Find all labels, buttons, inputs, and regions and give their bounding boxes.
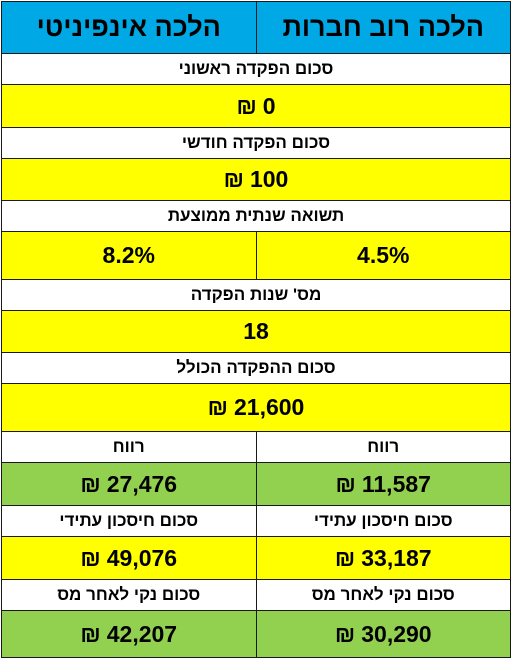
avg-return-infinity: 8.2%: [1, 231, 257, 280]
shekel-symbol: ₪: [223, 166, 244, 192]
shekel-symbol: ₪: [236, 92, 257, 119]
total-deposit-value-row: 21,600₪: [1, 383, 511, 432]
net-after-tax-label-rov-hevrot: סכום נקי לאחר מס: [255, 579, 511, 611]
shekel-symbol: ₪: [334, 544, 356, 571]
deposit-years-value-row: 18: [1, 310, 511, 353]
profit-value-row: 11,587₪ 27,476₪: [1, 462, 511, 506]
shekel-symbol: ₪: [80, 470, 101, 497]
monthly-deposit-label: סכום הפקדה חודשי: [1, 127, 511, 159]
shekel-symbol: ₪: [207, 394, 228, 420]
deposit-years-label: מס' שנות הפקדה: [1, 279, 511, 311]
monthly-deposit-value: 100₪: [1, 158, 511, 201]
avg-return-label: תשואה שנתית ממוצעת: [1, 200, 511, 232]
profit-label-infinity: רווח: [1, 431, 257, 463]
net-after-tax-infinity: 42,207₪: [1, 610, 257, 658]
initial-deposit-value: 0₪: [1, 84, 511, 128]
header-infinity: הלכה אינפיניטי: [1, 1, 257, 54]
monthly-deposit-value-row: 100₪: [1, 158, 511, 201]
future-savings-infinity: 49,076₪: [1, 536, 257, 580]
avg-return-rov-hevrot: 4.5%: [255, 231, 511, 280]
shekel-symbol: ₪: [80, 544, 101, 571]
avg-return-label-row: תשואה שנתית ממוצעת: [1, 200, 511, 232]
profit-rov-hevrot: 11,587₪: [255, 462, 511, 506]
total-deposit-value: 21,600₪: [1, 383, 511, 432]
initial-deposit-value-row: 0₪: [1, 84, 511, 128]
profit-label-rov-hevrot: רווח: [255, 431, 511, 463]
deposit-years-label-row: מס' שנות הפקדה: [1, 279, 511, 311]
shekel-symbol: ₪: [80, 620, 101, 647]
total-deposit-label: סכום ההפקדה הכולל: [1, 352, 511, 384]
net-after-tax-label-infinity: סכום נקי לאחר מס: [1, 579, 257, 611]
profit-label-row: רווח רווח: [1, 431, 511, 463]
future-savings-label-row: סכום חיסכון עתידי סכום חיסכון עתידי: [1, 505, 511, 537]
net-after-tax-rov-hevrot: 30,290₪: [255, 610, 511, 658]
future-savings-value-row: 33,187₪ 49,076₪: [1, 536, 511, 580]
monthly-deposit-label-row: סכום הפקדה חודשי: [1, 127, 511, 159]
net-after-tax-label-row: סכום נקי לאחר מס סכום נקי לאחר מס: [1, 579, 511, 611]
future-savings-rov-hevrot: 33,187₪: [255, 536, 511, 580]
header-rov-hevrot: הלכה רוב חברות: [255, 1, 511, 54]
net-after-tax-value-row: 30,290₪ 42,207₪: [1, 610, 511, 658]
initial-deposit-label: סכום הפקדה ראשוני: [1, 53, 511, 85]
deposit-years-value: 18: [1, 310, 511, 353]
avg-return-value-row: 4.5% 8.2%: [1, 231, 511, 280]
total-deposit-label-row: סכום ההפקדה הכולל: [1, 352, 511, 384]
profit-infinity: 27,476₪: [1, 462, 257, 506]
future-savings-label-infinity: סכום חיסכון עתידי: [1, 505, 257, 537]
shekel-symbol: ₪: [335, 470, 356, 497]
shekel-symbol: ₪: [334, 620, 356, 647]
header-row: הלכה רוב חברות הלכה אינפיניטי: [1, 1, 511, 54]
initial-deposit-label-row: סכום הפקדה ראשוני: [1, 53, 511, 85]
future-savings-label-rov-hevrot: סכום חיסכון עתידי: [255, 505, 511, 537]
